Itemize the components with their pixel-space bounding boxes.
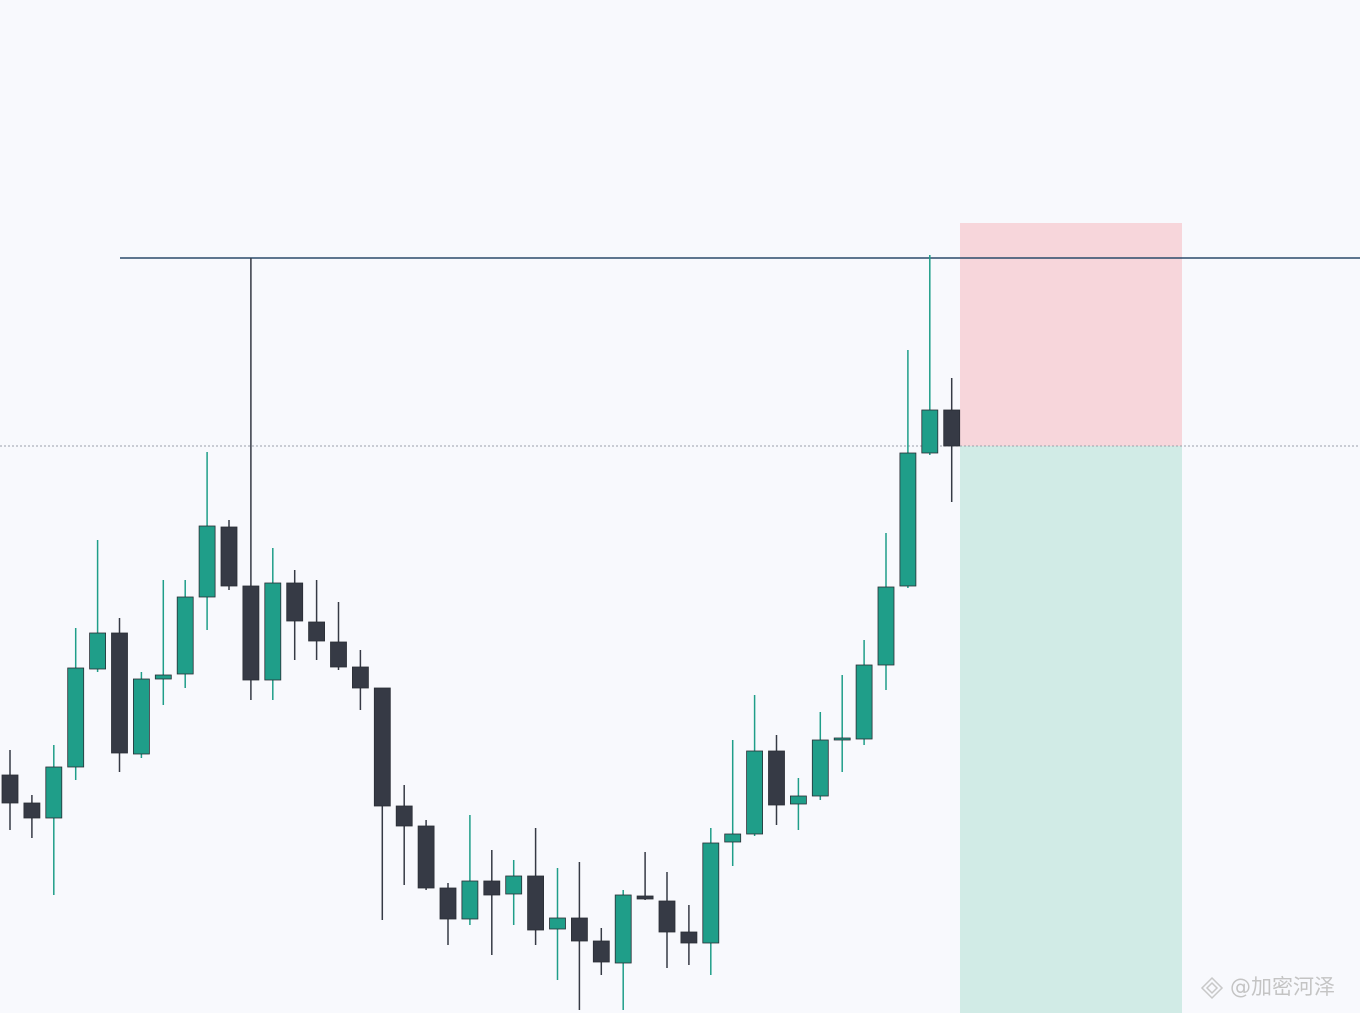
candle-body — [176, 596, 194, 675]
candle-body — [23, 802, 41, 819]
stop-zone — [960, 223, 1182, 446]
candle-body — [439, 887, 457, 920]
candle-body — [921, 409, 939, 454]
candle-body — [67, 667, 85, 768]
candles — [1, 255, 961, 1010]
candle-body — [811, 739, 829, 797]
watermark: @加密河泽 — [1230, 975, 1335, 999]
candle-body — [855, 664, 873, 740]
candle-body — [220, 526, 238, 587]
candle-body — [132, 678, 150, 755]
candle-body — [45, 766, 63, 819]
candle-body — [899, 452, 917, 587]
candle-body — [724, 833, 742, 843]
candle-body — [702, 842, 720, 944]
candle-body — [1, 774, 19, 804]
candle-body — [351, 666, 369, 689]
candle-body — [89, 632, 106, 670]
candle-body — [330, 641, 347, 668]
candle-body — [680, 931, 698, 944]
candle-body — [549, 917, 566, 930]
candle-body — [790, 795, 807, 805]
candle-body — [111, 632, 128, 754]
candle-body — [505, 875, 523, 895]
candle-body — [658, 900, 676, 933]
candle-body — [614, 894, 632, 964]
position-zones — [960, 223, 1182, 1013]
candle-body — [483, 880, 501, 896]
candle-body — [395, 805, 413, 827]
candle-body — [308, 621, 326, 642]
candle-body — [264, 582, 282, 681]
candle-body — [417, 825, 435, 889]
candle-body — [833, 737, 851, 741]
candle-body — [198, 525, 216, 598]
candle-body — [242, 585, 260, 681]
candle-body — [286, 582, 304, 622]
candle-body — [461, 880, 479, 920]
candle-body — [943, 409, 961, 447]
watermark-icon — [1200, 976, 1224, 1000]
target-zone — [960, 446, 1182, 1013]
candle-body — [746, 750, 763, 835]
candle-body — [768, 750, 785, 806]
candle-body — [636, 895, 654, 900]
candle-body — [592, 940, 610, 963]
levels — [0, 257, 1360, 447]
candle-body — [527, 875, 544, 931]
candle-body — [154, 674, 172, 680]
candle-body — [373, 687, 391, 807]
candle-body — [571, 917, 588, 942]
candle-body — [877, 586, 895, 666]
